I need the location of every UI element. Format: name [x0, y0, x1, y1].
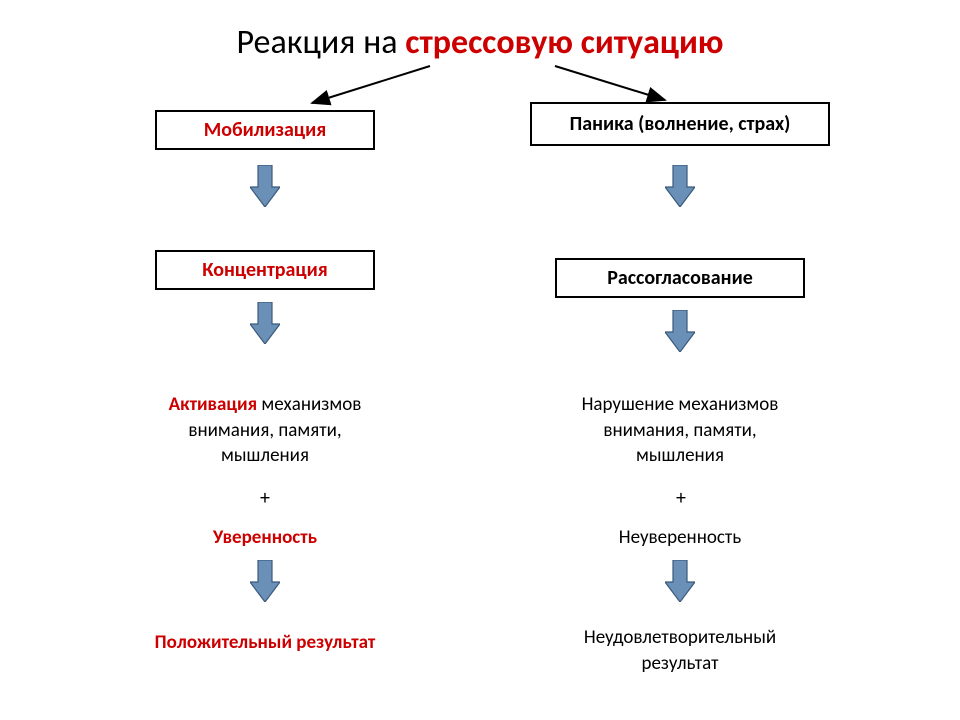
text-right-result-l2: результат — [642, 652, 719, 675]
block-arrow-l2 — [250, 302, 280, 344]
text-left-confidence: Уверенность — [185, 525, 345, 551]
box-panic: Паника (волнение, страх) — [530, 102, 830, 146]
text-right-result-l1: Неудовлетворительный — [584, 626, 776, 649]
block-arrow-l3 — [250, 560, 280, 602]
title-accent: стрессовую ситуацию — [405, 22, 723, 63]
text-left-activation: Активация — [169, 393, 257, 416]
block-arrow-r1 — [665, 165, 695, 207]
text-left-mechanism: Активация механизмов внимания, памяти, м… — [150, 392, 380, 469]
text-right-mech-l3: мышления — [636, 444, 724, 467]
text-left-mech-l3: мышления — [221, 444, 309, 467]
box-concentration: Концентрация — [155, 250, 375, 290]
box-panic-label: Паника (волнение, страх) — [570, 112, 791, 136]
box-mobilization-label: Мобилизация — [204, 118, 326, 142]
title-prefix: Реакция на — [236, 22, 405, 63]
text-right-mechanism: Нарушение механизмов внимания, памяти, м… — [555, 392, 805, 469]
box-disagreement: Рассогласование — [555, 258, 805, 298]
text-right-mech-l2: внимания, памяти, — [603, 419, 756, 442]
text-left-mech-l2: внимания, памяти, — [188, 419, 341, 442]
plus-right: + — [674, 485, 688, 512]
text-right-mech-l1: Нарушение механизмов — [582, 393, 779, 416]
text-left-result-label: Положительный результат — [155, 631, 376, 654]
text-left-result: Положительный результат — [120, 630, 410, 656]
plus-left: + — [258, 485, 272, 512]
text-right-confidence-label: Неуверенность — [619, 526, 741, 549]
box-disagreement-label: Рассогласование — [607, 266, 753, 290]
text-left-confidence-label: Уверенность — [213, 526, 317, 549]
box-concentration-label: Концентрация — [202, 258, 327, 282]
diagram-canvas: Реакция на стрессовую ситуацию Мобилизац… — [0, 0, 960, 720]
text-left-mech-tail: механизмов — [257, 393, 361, 416]
block-arrow-l1 — [250, 165, 280, 207]
box-mobilization: Мобилизация — [155, 110, 375, 150]
text-right-confidence: Неуверенность — [600, 525, 760, 551]
block-arrow-r2 — [665, 310, 695, 352]
text-right-result: Неудовлетворительный результат — [565, 625, 795, 676]
block-arrow-r3 — [665, 560, 695, 602]
diagram-title: Реакция на стрессовую ситуацию — [0, 22, 960, 63]
